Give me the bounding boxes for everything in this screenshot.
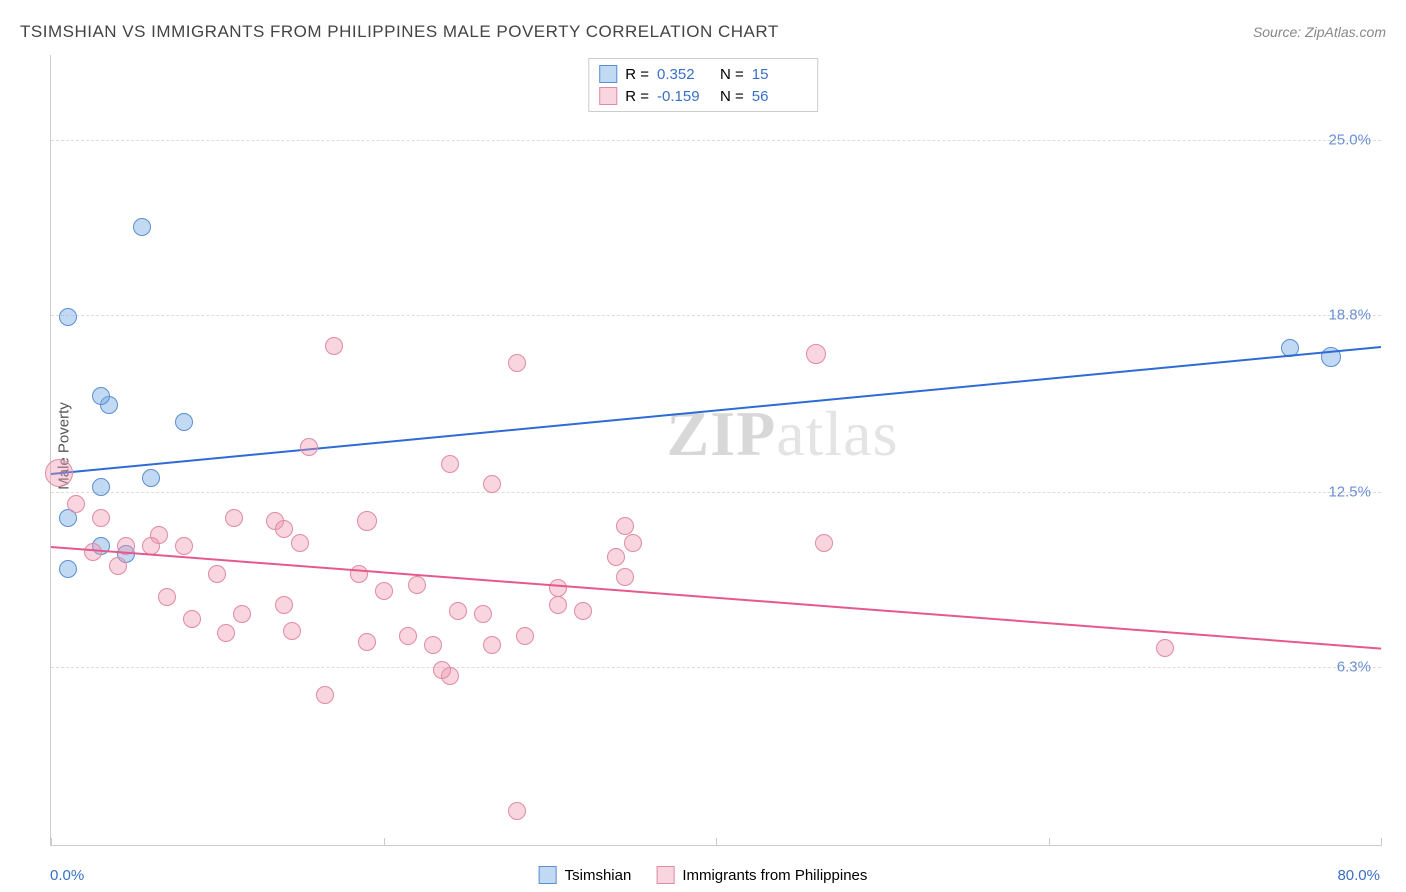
stat-r-label: R = (625, 88, 649, 105)
chart-title: TSIMSHIAN VS IMMIGRANTS FROM PHILIPPINES… (20, 22, 779, 42)
x-tick (384, 838, 385, 846)
data-point (549, 579, 567, 597)
gridline (51, 140, 1381, 141)
legend-swatch-philippines (656, 866, 674, 884)
stat-n-value: 15 (752, 66, 807, 83)
x-tick (716, 838, 717, 846)
gridline (51, 315, 1381, 316)
data-point (624, 534, 642, 552)
legend-item-tsimshian: Tsimshian (539, 866, 632, 884)
data-point (92, 509, 110, 527)
data-point (316, 686, 334, 704)
stat-n-label: N = (720, 66, 744, 83)
data-point (275, 596, 293, 614)
data-point (806, 344, 826, 364)
source-label: Source: ZipAtlas.com (1253, 24, 1386, 40)
data-point (549, 596, 567, 614)
data-point (283, 622, 301, 640)
data-point (441, 455, 459, 473)
stat-r-value: 0.352 (657, 66, 712, 83)
data-point (357, 511, 377, 531)
y-tick-label: 12.5% (1328, 484, 1371, 501)
data-point (483, 475, 501, 493)
data-point (449, 602, 467, 620)
legend-label: Tsimshian (565, 867, 632, 884)
data-point (183, 610, 201, 628)
legend-swatch-philippines (599, 87, 617, 105)
stat-n-label: N = (720, 88, 744, 105)
y-tick-label: 6.3% (1337, 659, 1371, 676)
data-point (516, 627, 534, 645)
data-point (233, 605, 251, 623)
x-axis-end-label: 80.0% (1337, 867, 1380, 884)
data-point (424, 636, 442, 654)
data-point (616, 568, 634, 586)
data-point (59, 308, 77, 326)
data-point (109, 557, 127, 575)
data-point (92, 478, 110, 496)
x-tick (1381, 838, 1382, 846)
trend-line (51, 346, 1381, 475)
data-point (350, 565, 368, 583)
scatter-plot-area: ZIPatlas 6.3% 12.5% 18.8% 25.0% (50, 55, 1381, 846)
data-point (375, 582, 393, 600)
data-point (275, 520, 293, 538)
data-point (92, 387, 110, 405)
x-tick (1049, 838, 1050, 846)
data-point (607, 548, 625, 566)
data-point (408, 576, 426, 594)
data-point (474, 605, 492, 623)
legend-stats: R = 0.352 N = 15 R = -0.159 N = 56 (588, 58, 818, 112)
data-point (815, 534, 833, 552)
data-point (1156, 639, 1174, 657)
data-point (483, 636, 501, 654)
y-tick-label: 18.8% (1328, 306, 1371, 323)
data-point (508, 802, 526, 820)
legend-item-philippines: Immigrants from Philippines (656, 866, 867, 884)
data-point (59, 560, 77, 578)
stat-r-label: R = (625, 66, 649, 83)
trend-line (51, 546, 1381, 650)
watermark: ZIPatlas (667, 397, 899, 471)
legend-stats-row: R = 0.352 N = 15 (599, 63, 807, 85)
data-point (291, 534, 309, 552)
data-point (142, 469, 160, 487)
stat-r-value: -0.159 (657, 88, 712, 105)
data-point (133, 218, 151, 236)
data-point (574, 602, 592, 620)
data-point (225, 509, 243, 527)
x-tick (51, 838, 52, 846)
data-point (208, 565, 226, 583)
data-point (325, 337, 343, 355)
x-axis-start-label: 0.0% (50, 867, 84, 884)
legend-label: Immigrants from Philippines (682, 867, 867, 884)
data-point (508, 354, 526, 372)
data-point (433, 661, 451, 679)
legend-swatch-tsimshian (599, 65, 617, 83)
data-point (175, 537, 193, 555)
data-point (175, 413, 193, 431)
legend-stats-row: R = -0.159 N = 56 (599, 85, 807, 107)
data-point (158, 588, 176, 606)
stat-n-value: 56 (752, 88, 807, 105)
legend-swatch-tsimshian (539, 866, 557, 884)
y-tick-label: 25.0% (1328, 131, 1371, 148)
data-point (616, 517, 634, 535)
data-point (358, 633, 376, 651)
data-point (217, 624, 235, 642)
gridline (51, 492, 1381, 493)
legend-series: Tsimshian Immigrants from Philippines (539, 866, 868, 884)
data-point (399, 627, 417, 645)
data-point (45, 459, 73, 487)
data-point (300, 438, 318, 456)
gridline (51, 667, 1381, 668)
data-point (67, 495, 85, 513)
